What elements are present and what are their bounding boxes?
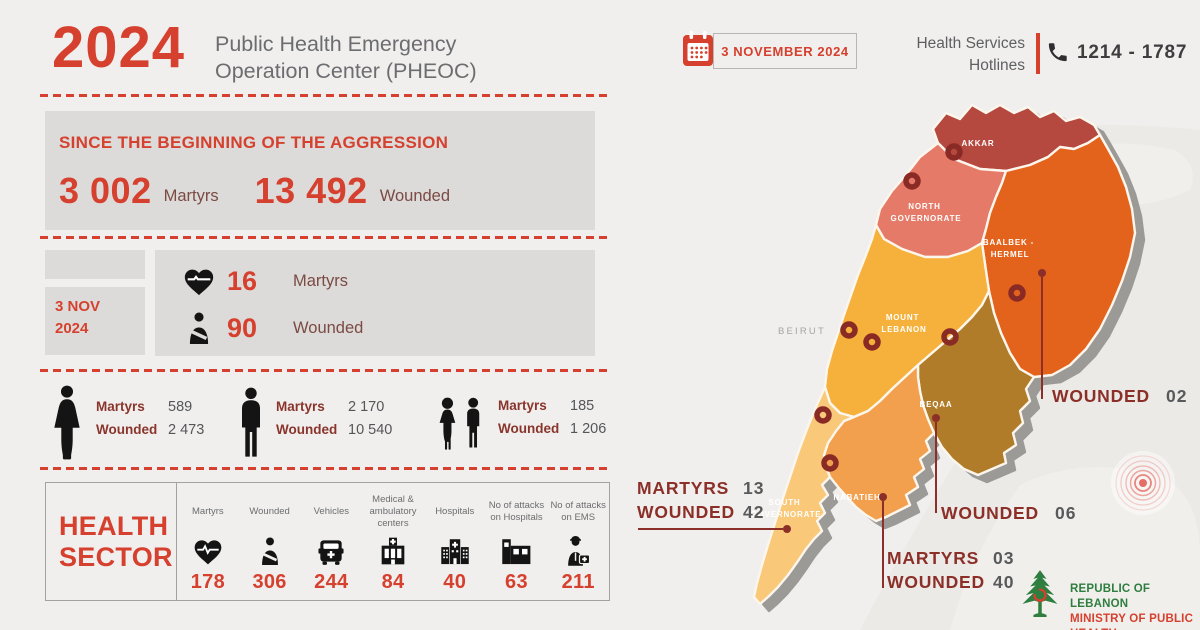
arm-sling-icon [256, 533, 284, 569]
lebanon-map: AKKAR NORTH GOVERNORATE BAALBEK - HERMEL… [638, 103, 1200, 630]
demographics-men: Martyrs 2 170 Wounded 10 540 [236, 385, 392, 466]
health-sector-table: HEALTH SECTOR Martyrs 178 Wounded 306 Ve… [45, 482, 610, 601]
hs-col-martyrs: Martyrs 178 [190, 506, 225, 593]
label-akkar: AKKAR [962, 139, 995, 148]
daily-wounded-label: Wounded [293, 318, 364, 337]
marker-mount-south-icon[interactable] [814, 406, 832, 424]
incident-markers [814, 143, 1026, 472]
cedar-tree-icon [1018, 569, 1062, 630]
arm-sling-icon [181, 310, 217, 346]
children-icon [436, 396, 488, 457]
children-wounded-value: 1 206 [570, 421, 607, 437]
medical-center-icon [377, 533, 409, 569]
calendar-icon [683, 31, 713, 74]
hs-col-medical-centers: Medical & ambulatory centers 84 [369, 494, 417, 593]
aggression-stats: 3 002 Martyrs 13 492 Wounded [59, 173, 450, 209]
daily-martyrs-value: 16 [227, 265, 258, 296]
men-martyrs-value: 2 170 [348, 399, 385, 415]
annotation-baalbek: WOUNDED 02 [1052, 386, 1188, 406]
daily-panel: 16 Martyrs 90 Wounded [155, 250, 595, 356]
label-baalbek: BAALBEK - HERMEL [983, 238, 1037, 259]
marker-beirut-2-icon[interactable] [863, 333, 881, 351]
ambulance-icon [315, 533, 347, 569]
page-title: Public Health Emergency Operation Center… [215, 32, 477, 83]
divider-dashed-3 [40, 369, 610, 372]
date-column-spacer [45, 250, 145, 279]
daily-wounded-value: 90 [227, 312, 258, 343]
annotation-lines [638, 269, 1046, 588]
men-martyrs-label: Martyrs [276, 399, 325, 414]
man-icon [236, 385, 266, 466]
annotation-south: MARTYRS 13 WOUNDED 42 [637, 478, 765, 522]
hotline-divider [1036, 33, 1040, 74]
flatline-heart-icon [181, 265, 217, 297]
woman-icon [48, 385, 86, 466]
marker-north-icon[interactable] [903, 172, 921, 190]
phone-icon [1046, 41, 1069, 69]
label-beqaa: BEQAA [920, 400, 953, 409]
logo-line1: REPUBLIC OF LEBANON [1070, 583, 1151, 610]
total-martyrs-label: Martyrs [163, 187, 219, 205]
marker-beqaa-icon[interactable] [941, 328, 959, 346]
divider-dashed-2 [40, 236, 610, 239]
hs-col-hospitals: Hospitals 40 [435, 506, 475, 593]
divider-dashed-1 [40, 94, 610, 97]
total-wounded-label: Wounded [379, 187, 451, 205]
date-badge-label: 3 NOVEMBER 2024 [713, 33, 857, 69]
women-wounded-value: 2 473 [168, 422, 205, 438]
ministry-logo: REPUBLIC OF LEBANON MINISTRY OF PUBLIC H… [1018, 569, 1200, 630]
aggression-panel: SINCE THE BEGINNING OF THE AGGRESSION 3 … [45, 111, 595, 230]
daily-martyrs-row: 16 Martyrs [181, 265, 348, 297]
children-martyrs-label: Martyrs [498, 398, 547, 413]
hs-col-wounded: Wounded 306 [249, 506, 290, 593]
hotline-number: 1214 - 1787 [1077, 42, 1188, 63]
label-north: NORTH GOVERNORATE [891, 202, 962, 223]
label-south: SOUTH GOVERNORATE [751, 498, 822, 519]
attacked-hospital-icon [499, 533, 533, 569]
heart-pulse-icon [192, 533, 224, 569]
demographics-children: Martyrs 185 Wounded 1 206 [436, 396, 606, 457]
label-beirut: BEIRUT [778, 326, 826, 337]
women-martyrs-label: Martyrs [96, 399, 145, 414]
women-martyrs-value: 589 [168, 399, 193, 415]
hotline-label: Health Services Hotlines [916, 35, 1025, 74]
label-mount-lebanon: MOUNT LEBANON [881, 313, 926, 334]
daily-martyrs-label: Martyrs [293, 271, 348, 290]
total-wounded-value: 13 492 [254, 170, 368, 211]
men-wounded-label: Wounded [276, 422, 338, 437]
annotation-nabatieh: MARTYRS 03 WOUNDED 40 [887, 548, 1015, 592]
aggression-title: SINCE THE BEGINNING OF THE AGGRESSION [59, 133, 449, 152]
children-wounded-label: Wounded [498, 421, 560, 436]
women-wounded-label: Wounded [96, 422, 158, 437]
total-martyrs-value: 3 002 [59, 170, 152, 211]
demographics-women: Martyrs 589 Wounded 2 473 [48, 385, 204, 466]
ems-attack-icon [563, 533, 593, 569]
daily-wounded-row: 90 Wounded [181, 310, 363, 346]
hospital-icon [438, 533, 472, 569]
health-sector-title: HEALTH SECTOR [46, 483, 177, 600]
hs-col-vehicles: Vehicles 244 [313, 506, 349, 593]
marker-nabatieh-icon[interactable] [821, 454, 839, 472]
children-martyrs-value: 185 [570, 398, 595, 414]
annotation-beqaa: WOUNDED 06 [941, 503, 1077, 523]
marker-akkar-icon[interactable] [945, 143, 963, 161]
daily-date: 3 NOV 2024 [45, 287, 145, 355]
label-nabatieh: NABATIEH [833, 493, 880, 502]
logo-line2: MINISTRY OF PUBLIC HEALTH [1070, 612, 1194, 630]
epicenter-icon [1111, 451, 1175, 515]
men-wounded-value: 10 540 [348, 422, 393, 438]
hs-col-attacks-hospitals: No of attacks on Hospitals 63 [488, 500, 545, 593]
marker-baalbek-icon[interactable] [1008, 284, 1026, 302]
divider-dashed-4 [40, 467, 610, 470]
date-badge: 3 NOVEMBER 2024 [683, 31, 857, 74]
year-heading: 2024 [52, 15, 186, 80]
hs-col-attacks-ems: No of attacks on EMS 211 [550, 500, 606, 593]
marker-beirut-1-icon[interactable] [840, 321, 858, 339]
